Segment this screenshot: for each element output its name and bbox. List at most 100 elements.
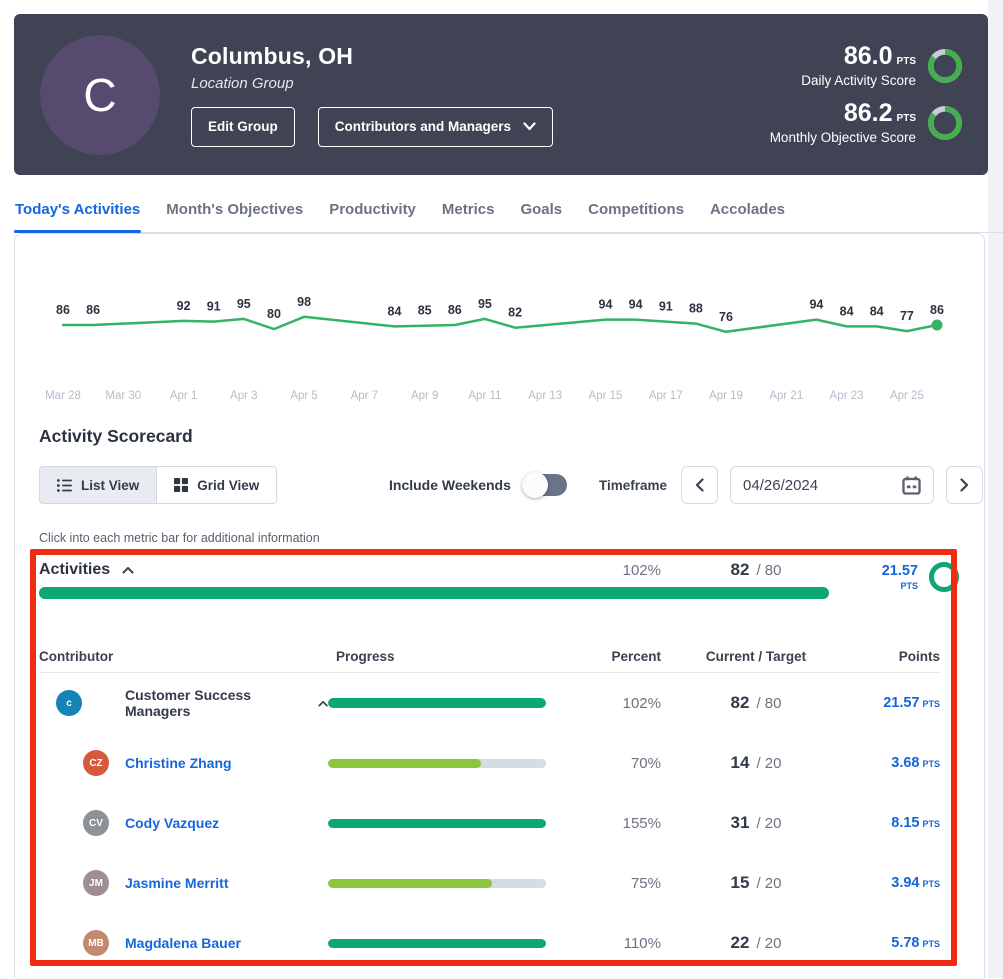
current-target: 15/ 20 bbox=[730, 873, 782, 892]
avatar: MB bbox=[83, 930, 109, 956]
points-value: 3.94 PTS bbox=[891, 875, 940, 891]
chevron-down-icon bbox=[523, 122, 536, 131]
activities-percent: 102% bbox=[622, 561, 661, 579]
points-value: 21.57 PTS bbox=[883, 695, 940, 711]
target-value: / 80 bbox=[756, 562, 782, 579]
contributor-name[interactable]: Magdalena Bauer bbox=[125, 935, 241, 951]
activities-title: Activities bbox=[39, 561, 111, 578]
tab-month-s-objectives[interactable]: Month's Objectives bbox=[166, 201, 304, 218]
svg-text:86: 86 bbox=[930, 303, 944, 317]
list-view-button[interactable]: List View bbox=[39, 466, 158, 504]
avatar: CZ bbox=[83, 750, 109, 776]
chevron-up-icon bbox=[122, 567, 134, 574]
edit-group-button[interactable]: Edit Group bbox=[191, 106, 295, 147]
tab-today-s-activities[interactable]: Today's Activities bbox=[14, 192, 142, 233]
include-weekends-toggle[interactable] bbox=[521, 472, 567, 498]
grid-view-icon bbox=[174, 478, 189, 492]
table-row[interactable]: JM Jasmine Merritt 75% 15/ 20 3.94 PTS bbox=[39, 853, 940, 913]
activities-points: 21.57 PTS bbox=[882, 562, 959, 592]
svg-text:95: 95 bbox=[478, 297, 492, 311]
tab-competitions[interactable]: Competitions bbox=[588, 201, 684, 218]
points-ring-icon bbox=[929, 562, 959, 592]
table-row[interactable]: MB Magdalena Bauer 110% 22/ 20 5.78 PTS bbox=[39, 913, 940, 973]
progress-bar[interactable] bbox=[328, 878, 546, 888]
svg-text:Apr 25: Apr 25 bbox=[890, 390, 924, 402]
activities-section-toggle[interactable]: Activities bbox=[39, 561, 328, 579]
calendar-icon bbox=[902, 476, 921, 495]
avatar: JM bbox=[83, 870, 109, 896]
scorecard-title: Activity Scorecard bbox=[39, 426, 193, 446]
svg-text:Apr 17: Apr 17 bbox=[649, 390, 683, 402]
table-row[interactable]: CV Cody Vazquez 155% 31/ 20 8.15 PTS bbox=[39, 793, 940, 853]
score-summary: 86.0 PTS Daily Activity Score 86.2 PTS Mon… bbox=[770, 44, 962, 145]
svg-text:77: 77 bbox=[900, 309, 914, 323]
progress-bar[interactable] bbox=[328, 938, 546, 948]
toggle-knob bbox=[521, 472, 548, 498]
contributor-name[interactable]: Christine Zhang bbox=[125, 755, 232, 771]
score-unit: PTS bbox=[896, 56, 916, 67]
tab-goals[interactable]: Goals bbox=[520, 201, 563, 218]
contributor-name[interactable]: Customer Success Managers bbox=[125, 687, 252, 719]
contributors-managers-dropdown[interactable]: Contributors and Managers bbox=[317, 106, 554, 147]
score-ring-icon bbox=[928, 106, 962, 140]
contributor-name[interactable]: Cody Vazquez bbox=[125, 815, 220, 831]
svg-text:94: 94 bbox=[629, 298, 643, 312]
svg-text:Apr 19: Apr 19 bbox=[709, 390, 743, 402]
table-row[interactable]: CZ Christine Zhang 70% 14/ 20 3.68 PTS bbox=[39, 733, 940, 793]
chevron-right-icon bbox=[960, 478, 969, 492]
column-header-points: Points bbox=[898, 648, 940, 664]
svg-text:85: 85 bbox=[418, 304, 432, 318]
svg-text:91: 91 bbox=[207, 300, 221, 314]
activities-progress-bar[interactable] bbox=[39, 587, 829, 599]
points-value: 5.78 PTS bbox=[891, 935, 940, 951]
tab-accolades[interactable]: Accolades bbox=[709, 201, 786, 218]
points-value: 3.68 PTS bbox=[891, 755, 940, 771]
section-tabs: Today's Activities Month's Objectives Prod… bbox=[14, 192, 1003, 233]
svg-text:98: 98 bbox=[297, 295, 311, 309]
chevron-up-icon bbox=[318, 700, 328, 706]
current-target: 31/ 20 bbox=[730, 813, 782, 832]
score-label: Daily Activity Score bbox=[801, 73, 916, 88]
view-toggle-group: List View Grid View bbox=[39, 466, 278, 504]
content-card: 86 86 92 91 95 80 98 84 85 86 95 82 94 94 91 88 76 94 84 84… bbox=[14, 233, 985, 978]
grid-view-label: Grid View bbox=[197, 477, 260, 493]
score-item: 86.2 PTS Monthly Objective Score bbox=[770, 101, 962, 145]
table-row[interactable]: c Customer Success Managers 102% 82/ 80 … bbox=[39, 673, 940, 733]
svg-text:Apr 21: Apr 21 bbox=[769, 390, 803, 402]
contributor-rows: c Customer Success Managers 102% 82/ 80 … bbox=[39, 673, 940, 973]
progress-bar[interactable] bbox=[328, 758, 546, 768]
svg-text:88: 88 bbox=[689, 302, 703, 316]
progress-bar[interactable] bbox=[328, 818, 546, 828]
include-weekends-label: Include Weekends bbox=[389, 477, 511, 493]
date-input[interactable]: 04/26/2024 bbox=[730, 466, 935, 504]
scorecard-controls: List View Grid View Include Weekends Tim… bbox=[39, 466, 984, 506]
svg-text:Apr 13: Apr 13 bbox=[528, 390, 562, 402]
svg-text:94: 94 bbox=[599, 298, 613, 312]
percent-value: 110% bbox=[623, 934, 661, 952]
svg-text:80: 80 bbox=[267, 307, 281, 321]
svg-text:94: 94 bbox=[809, 298, 823, 312]
svg-text:84: 84 bbox=[388, 304, 402, 318]
next-day-button[interactable] bbox=[946, 466, 984, 504]
progress-bar[interactable] bbox=[328, 698, 546, 708]
previous-day-button[interactable] bbox=[681, 466, 719, 504]
group-avatar: C bbox=[40, 34, 160, 155]
score-unit: PTS bbox=[896, 113, 916, 124]
percent-value: 75% bbox=[630, 874, 661, 892]
svg-text:Apr 15: Apr 15 bbox=[589, 390, 623, 402]
current-value: 82 bbox=[730, 560, 750, 579]
avatar: c bbox=[56, 690, 82, 716]
percent-value: 102% bbox=[622, 694, 661, 712]
grid-view-button[interactable]: Grid View bbox=[157, 466, 278, 504]
score-ring-icon bbox=[928, 49, 962, 83]
contributor-name[interactable]: Jasmine Merritt bbox=[125, 875, 229, 891]
svg-text:84: 84 bbox=[840, 304, 854, 318]
points-value: 8.15 PTS bbox=[891, 815, 940, 831]
location-group-header: C Columbus, OH Location Group Edit Group… bbox=[14, 14, 988, 175]
svg-text:Apr 11: Apr 11 bbox=[468, 390, 501, 402]
svg-text:86: 86 bbox=[86, 303, 100, 317]
svg-text:Apr 9: Apr 9 bbox=[411, 390, 439, 402]
tab-metrics[interactable]: Metrics bbox=[441, 201, 495, 218]
tab-productivity[interactable]: Productivity bbox=[329, 201, 416, 218]
page-background-strip bbox=[988, 0, 1003, 978]
